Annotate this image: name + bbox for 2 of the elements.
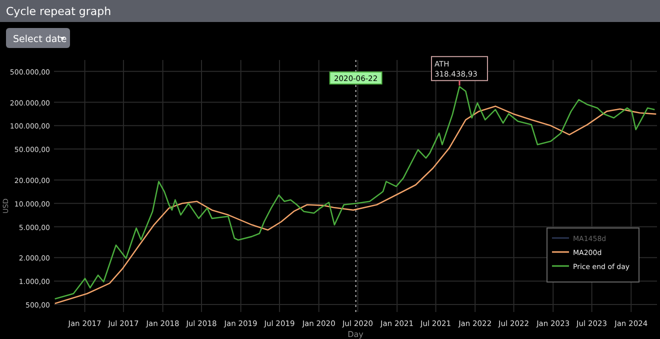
chart-title: Cycle repeat graph: [6, 5, 112, 18]
x-axis-title: Day: [348, 330, 364, 339]
